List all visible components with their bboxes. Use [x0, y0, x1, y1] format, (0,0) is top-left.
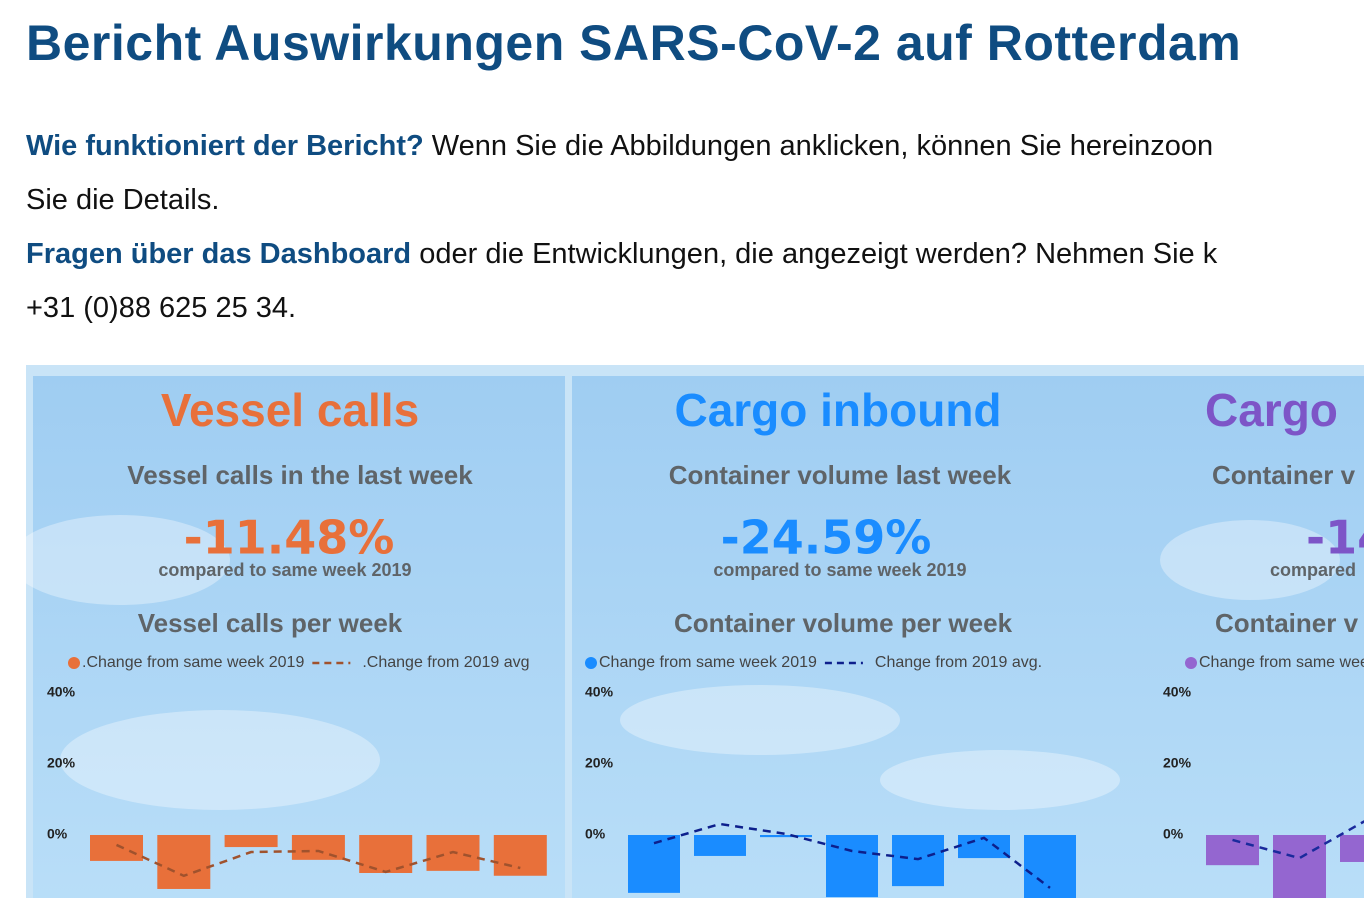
y-tick-label: 0% — [1163, 826, 1184, 842]
chart-title: Vessel calls per week — [138, 608, 403, 638]
y-tick-label: 40% — [1163, 684, 1192, 700]
y-tick-label: 20% — [585, 755, 614, 771]
y-tick-label: 0% — [585, 826, 606, 842]
legend-marker — [585, 657, 597, 669]
line-series — [653, 822, 1051, 889]
intro-line: Sie die Details. — [26, 184, 219, 217]
legend-label: .Change from same week 2019 — [82, 654, 304, 671]
panel-subtitle: Container v — [1212, 460, 1356, 490]
intro-text: +31 (0)88 625 25 34. — [26, 292, 297, 324]
legend-label: .Change from 2019 avg — [362, 654, 529, 671]
kpi-value: -14 — [1306, 511, 1364, 565]
panel-title: Cargo inbound — [674, 384, 1001, 436]
line-series — [115, 843, 521, 878]
chart-title: Container volume per week — [674, 608, 1013, 638]
kpi-note: compared — [1270, 560, 1356, 580]
panel-bg — [33, 376, 565, 898]
panel-bg — [572, 376, 1364, 898]
clouds — [10, 515, 1340, 810]
y-tick-label: 40% — [585, 684, 614, 700]
bar — [1340, 835, 1364, 862]
bar — [694, 835, 746, 856]
panel-title: Vessel calls — [161, 384, 419, 436]
bar — [157, 835, 211, 889]
intro-line: Wie funktioniert der Bericht? Wenn Sie d… — [26, 130, 1213, 163]
bar — [1273, 835, 1326, 898]
intro-line: Fragen über das Dashboard oder die Entwi… — [26, 238, 1217, 271]
y-tick-label: 20% — [1163, 755, 1192, 771]
intro-text: Wenn Sie die Abbildungen anklicken, könn… — [423, 130, 1214, 162]
bar — [1206, 835, 1259, 866]
intro-text: oder die Entwicklungen, die angezeigt we… — [411, 238, 1218, 270]
bar — [359, 835, 413, 873]
legend-marker — [68, 657, 80, 669]
chart-title: Container v — [1215, 608, 1359, 638]
bar — [760, 835, 812, 838]
kpi-value: -11.48% — [184, 511, 395, 565]
panel-subtitle: Vessel calls in the last week — [127, 460, 473, 490]
kpi-value: -24.59% — [721, 511, 932, 565]
legend-label: Change from 2019 avg. — [875, 654, 1042, 671]
panel-title: Cargo — [1205, 384, 1338, 436]
panel-subtitle: Container volume last week — [669, 460, 1012, 490]
intro-line: +31 (0)88 625 25 34. — [26, 292, 296, 325]
y-tick-label: 0% — [47, 826, 68, 842]
y-tick-label: 20% — [47, 755, 76, 771]
bar — [493, 835, 547, 876]
kpi-note: compared to same week 2019 — [713, 560, 966, 580]
bar — [826, 835, 878, 898]
bar — [892, 835, 944, 887]
bar — [628, 835, 680, 893]
intro-lead: Wie funktioniert der Bericht? — [26, 130, 424, 162]
y-tick-label: 40% — [47, 684, 76, 700]
bar — [224, 835, 278, 848]
bar — [1024, 835, 1076, 898]
kpi-note: compared to same week 2019 — [158, 560, 411, 580]
legend-label: Change from same wee — [1199, 654, 1364, 671]
intro-text: Sie die Details. — [26, 184, 220, 216]
bar — [90, 835, 143, 861]
legend-label: Change from same week 2019 — [599, 654, 817, 671]
legend-marker — [1185, 657, 1197, 669]
page-title: Bericht Auswirkungen SARS-CoV-2 auf Rott… — [26, 15, 1242, 71]
intro-lead[interactable]: Fragen über das Dashboard — [26, 238, 412, 270]
